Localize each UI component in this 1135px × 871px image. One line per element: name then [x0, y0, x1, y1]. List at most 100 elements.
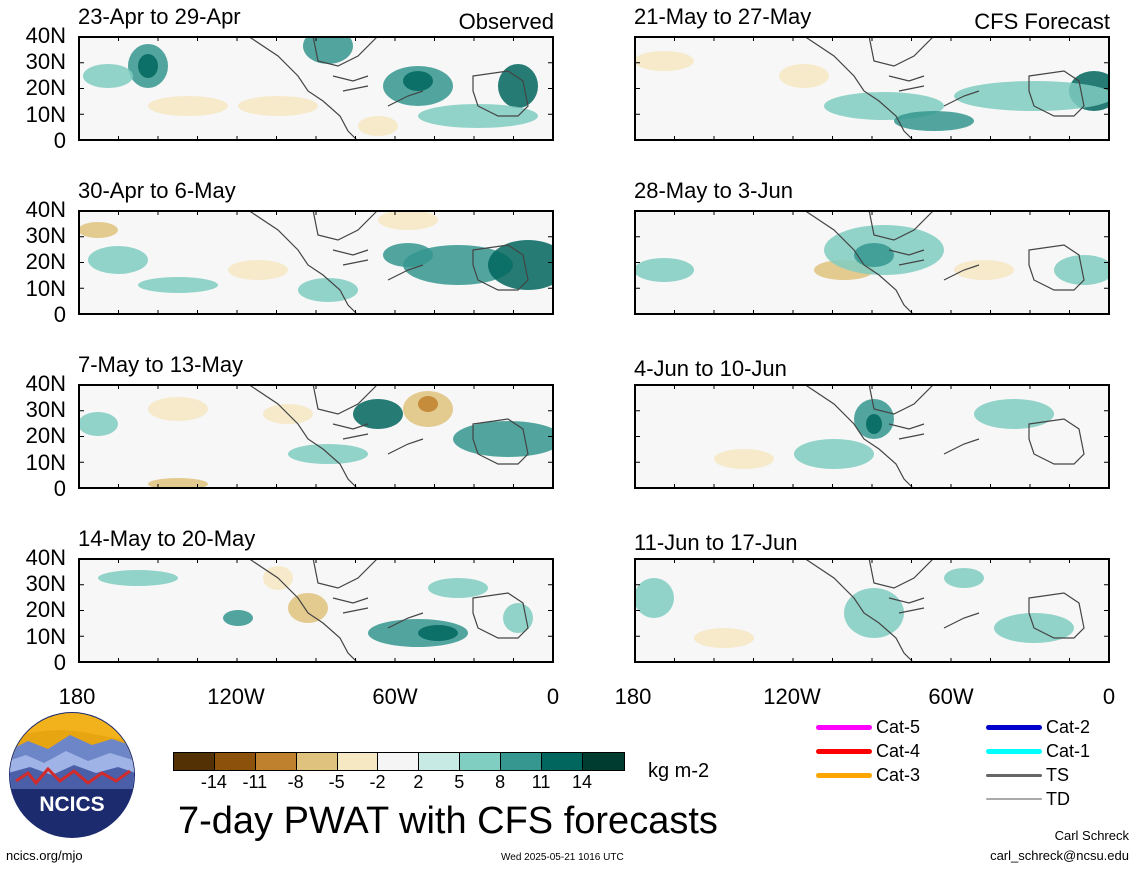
lon-tick-right-0: 0	[1102, 684, 1116, 709]
lat-tick-label: 30N	[25, 571, 66, 597]
lon-tick-left-120w: 120W	[207, 684, 265, 709]
cat3-legend-label: Cat-3	[876, 765, 921, 785]
forecast-map-panel-2	[634, 210, 1110, 315]
lat-tick-label: 0	[53, 301, 66, 327]
pwat-anomaly-blob	[418, 625, 458, 641]
pwat-anomaly-blob	[854, 243, 894, 267]
coastline	[803, 36, 1085, 141]
forecast-map-panel-3	[634, 384, 1110, 489]
lat-tick-label: 10N	[25, 275, 66, 301]
logo-text: NCICS	[39, 793, 104, 816]
pwat-anomaly-blob	[98, 570, 178, 586]
pwat-anomaly-blob	[228, 260, 288, 280]
pwat-anomaly-blob	[503, 603, 533, 633]
forecast-map-panel-1	[634, 36, 1110, 141]
footer-email: carl_schreck@ncsu.edu	[990, 848, 1129, 863]
colorbar-tick-label: 2	[413, 772, 424, 792]
cat5-legend-label: Cat-5	[876, 717, 921, 737]
pwat-anomaly-blob	[383, 243, 433, 267]
colorbar-swatch	[582, 753, 624, 770]
coastline	[803, 384, 1085, 489]
pwat-anomaly-blob	[88, 246, 148, 274]
colorbar-tick-label: 8	[495, 772, 506, 792]
pwat-anomaly-blob	[498, 64, 538, 108]
pwat-anomaly-blob	[78, 222, 118, 238]
pwat-anomaly-blob	[138, 277, 218, 293]
pwat-anomaly-blob	[353, 399, 403, 429]
main-title: 7-day PWAT with CFS forecasts	[178, 800, 718, 842]
cat2-legend-label: Cat-2	[1046, 717, 1091, 737]
colorbar-tick-label: -14	[200, 772, 227, 792]
pwat-anomaly-blob	[488, 240, 554, 290]
lon-tick-left-0: 0	[546, 684, 560, 709]
pwat-anomaly-blob	[78, 412, 118, 436]
lat-tick-label: 40N	[25, 197, 66, 222]
pwat-anomaly-blob	[428, 578, 488, 598]
colorbar-tick-label: 5	[454, 772, 465, 792]
observed-map-panel-3	[78, 384, 554, 489]
lon-tick-right-60w: 60W	[928, 684, 974, 709]
pwat-anomaly-blob	[453, 421, 554, 457]
pwat-anomaly-blob	[238, 96, 318, 116]
lat-tick-label: 30N	[25, 397, 66, 423]
pwat-anomaly-blob	[944, 568, 984, 588]
colorbar-tick-label: -2	[369, 772, 386, 792]
panel-title-forecast-3: 4-Jun to 10-Jun	[634, 356, 787, 381]
colorbar-swatch	[501, 753, 543, 770]
cfs-forecast-label: CFS Forecast	[974, 9, 1110, 34]
footer-timestamp: Wed 2025-05-21 1016 UTC	[501, 852, 624, 863]
lat-tick-label: 30N	[25, 49, 66, 75]
coastline	[247, 210, 529, 315]
lat-tick-label: 10N	[25, 101, 66, 127]
pwat-anomaly-blob	[714, 449, 774, 469]
panel-title-forecast-4: 11-Jun to 17-Jun	[634, 530, 798, 555]
lat-tick-label: 0	[53, 475, 66, 501]
pwat-anomaly-blob	[866, 414, 882, 434]
pwat-anomaly-blob	[418, 396, 438, 412]
lat-tick-label: 0	[53, 127, 66, 153]
forecast-map-panel-4	[634, 558, 1110, 663]
lat-tick-label: 40N	[25, 23, 66, 48]
colorbar-tick-label: 11	[531, 772, 551, 792]
panel-title-observed-1: 23-Apr to 29-Apr	[78, 4, 241, 29]
lat-tick-label: 40N	[25, 545, 66, 570]
pwat-anomaly-blob	[288, 593, 328, 623]
pwat-anomaly-blob	[954, 260, 1014, 280]
observed-label: Observed	[458, 9, 554, 34]
pwat-anomaly-blob	[418, 104, 538, 128]
lat-tick-label: 0	[53, 649, 66, 675]
colorbar-tick-label: 14	[571, 772, 593, 792]
pwat-anomaly-blob	[148, 96, 228, 116]
lat-tick-label: 20N	[25, 75, 66, 101]
colorbar-tick-label: -5	[328, 772, 345, 792]
coastline	[247, 384, 529, 489]
colorbar-tick-label: -11	[242, 772, 268, 792]
cat3-legend-line	[816, 773, 872, 778]
pwat-anomaly-blob	[223, 610, 253, 626]
panel-title-forecast-1: 21-May to 27-May	[634, 4, 812, 29]
pwat-anomaly-blob	[83, 64, 133, 88]
coastline	[247, 558, 529, 663]
td-legend-line	[986, 798, 1042, 800]
pwat-anomaly-blob	[794, 439, 874, 469]
cat2-legend-line	[986, 725, 1042, 730]
lat-tick-label: 40N	[25, 371, 66, 396]
footer-author: Carl Schreck	[1054, 828, 1129, 843]
lat-tick-label: 20N	[25, 423, 66, 449]
pwat-anomaly-blob	[974, 399, 1054, 429]
colorbar-swatch	[419, 753, 461, 770]
ts-legend-line	[986, 774, 1042, 777]
colorbar-swatch	[460, 753, 502, 770]
lat-tick-label: 10N	[25, 449, 66, 475]
footer-url: ncics.org/mjo	[6, 848, 83, 863]
pwat-anomaly-blob	[303, 36, 353, 64]
pwat-anomaly-blob	[148, 397, 208, 421]
panel-title-observed-3: 7-May to 13-May	[78, 352, 244, 377]
pwat-anomaly-blob	[378, 210, 438, 230]
lon-tick-right-120w: 120W	[763, 684, 821, 709]
colorbar-swatch	[174, 753, 215, 770]
pwat-anomaly-blob	[358, 116, 398, 136]
pwat-anomaly-blob	[894, 111, 974, 131]
pwat-anomaly-blob	[298, 278, 358, 302]
lon-tick-left-180: 180	[58, 684, 96, 709]
